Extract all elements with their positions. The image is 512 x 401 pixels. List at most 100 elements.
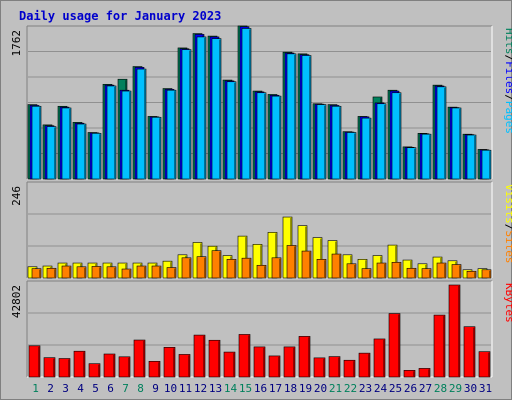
bar-sites-day-26 xyxy=(406,267,417,279)
bar-shade xyxy=(279,258,281,278)
bar-pages-day-25 xyxy=(391,92,402,180)
bar-pages-day-2 xyxy=(46,126,57,180)
x-tick-day-15: 15 xyxy=(239,382,252,395)
bar-sites-day-7 xyxy=(121,268,132,279)
bar-kbytes-day-10 xyxy=(163,347,176,378)
bar-shade xyxy=(354,133,356,179)
legend-item-kbytes: KBytes xyxy=(503,283,512,323)
bar-shade xyxy=(129,92,131,179)
bar-shade xyxy=(218,341,220,377)
bar-shade xyxy=(294,54,296,179)
x-tick-day-21: 21 xyxy=(329,382,342,395)
bar-pages-day-8 xyxy=(136,68,147,180)
bar-sites-day-27 xyxy=(421,268,432,279)
x-tick-day-16: 16 xyxy=(254,382,267,395)
bar-shade xyxy=(444,264,446,278)
legend-item-sites: Sites xyxy=(503,230,512,263)
bar-sites-day-10 xyxy=(166,267,177,279)
bar-kbytes-day-3 xyxy=(58,358,71,378)
bar-kbytes-day-14 xyxy=(223,351,236,378)
bar-shade xyxy=(114,267,116,278)
bar-shade xyxy=(414,269,416,278)
bar-pages-day-23 xyxy=(361,117,372,180)
bar-kbytes-day-8 xyxy=(133,339,146,378)
bar-kbytes-day-4 xyxy=(73,350,86,378)
bar-kbytes-day-21 xyxy=(328,356,341,378)
bar-shade xyxy=(443,316,445,377)
y-max-label: 246 xyxy=(10,186,23,206)
bar-shade xyxy=(188,355,190,377)
bar-sites-day-31 xyxy=(481,269,492,279)
bar-kbytes-day-7 xyxy=(118,356,131,378)
bar-pages-day-3 xyxy=(61,107,72,180)
bar-shade xyxy=(144,267,146,278)
x-tick-day-11: 11 xyxy=(179,382,192,395)
bar-shade xyxy=(264,93,266,179)
legend-item-pages: Pages xyxy=(503,101,512,134)
bar-shade xyxy=(488,352,490,377)
y-max-label: 42802 xyxy=(10,285,23,318)
bar-kbytes-day-31 xyxy=(478,351,491,378)
bar-sites-day-17 xyxy=(271,257,282,279)
bar-kbytes-day-27 xyxy=(418,368,431,378)
bar-sites-day-20 xyxy=(316,259,327,279)
bar-shade xyxy=(323,358,325,377)
bar-shade xyxy=(219,251,221,278)
bar-shade xyxy=(293,347,295,377)
x-tick-day-2: 2 xyxy=(47,382,54,395)
bar-shade xyxy=(338,357,340,377)
bar-shade xyxy=(489,151,491,179)
bar-shade xyxy=(249,29,251,180)
bar-shade xyxy=(189,258,191,278)
bar-shade xyxy=(428,369,430,377)
x-tick-day-30: 30 xyxy=(464,382,477,395)
bar-sites-day-18 xyxy=(286,245,297,279)
bar-sites-day-21 xyxy=(331,253,342,279)
bar-shade xyxy=(459,265,461,278)
bar-shade xyxy=(320,238,322,278)
legend-item-hits: Hits xyxy=(503,28,512,55)
bar-kbytes-day-5 xyxy=(88,363,101,378)
bar-shade xyxy=(264,266,266,278)
x-tick-day-18: 18 xyxy=(284,382,297,395)
bar-shade xyxy=(429,135,431,179)
bar-sites-day-2 xyxy=(46,267,57,279)
x-tick-day-4: 4 xyxy=(77,382,84,395)
bar-sites-day-11 xyxy=(181,257,192,279)
bar-shade xyxy=(203,336,205,377)
bar-kbytes-day-24 xyxy=(373,338,386,378)
bar-sites-day-1 xyxy=(31,268,42,279)
legend-item-files: Files xyxy=(503,61,512,94)
bar-shade xyxy=(369,269,371,278)
bar-kbytes-day-18 xyxy=(283,346,296,378)
legend-separator: / xyxy=(503,55,512,62)
bar-kbytes-day-6 xyxy=(103,353,116,378)
bar-shade xyxy=(204,257,206,278)
bar-shade xyxy=(234,82,236,179)
x-tick-day-1: 1 xyxy=(32,382,39,395)
bar-pages-day-13 xyxy=(211,38,222,180)
bar-sites-day-30 xyxy=(466,270,477,279)
x-tick-day-28: 28 xyxy=(434,382,447,395)
bar-pages-day-20 xyxy=(316,104,327,180)
bar-pages-day-11 xyxy=(181,49,192,180)
bar-sites-day-22 xyxy=(346,263,357,279)
bar-shade xyxy=(143,341,145,377)
bar-shade xyxy=(369,119,371,179)
bar-shade xyxy=(54,269,56,278)
x-tick-day-19: 19 xyxy=(299,382,312,395)
bar-shade xyxy=(459,108,461,179)
bar-shade xyxy=(84,125,86,179)
x-tick-day-20: 20 xyxy=(314,382,327,395)
x-tick-day-13: 13 xyxy=(209,382,222,395)
bar-pages-day-27 xyxy=(421,133,432,180)
legend-separator: / xyxy=(503,94,512,101)
bar-shade xyxy=(474,272,476,278)
bar-shade xyxy=(309,56,311,179)
x-tick-day-27: 27 xyxy=(419,382,432,395)
bar-shade xyxy=(398,314,400,377)
bar-shade xyxy=(249,259,251,278)
bar-sites-day-29 xyxy=(451,264,462,279)
bar-shade xyxy=(69,267,71,278)
